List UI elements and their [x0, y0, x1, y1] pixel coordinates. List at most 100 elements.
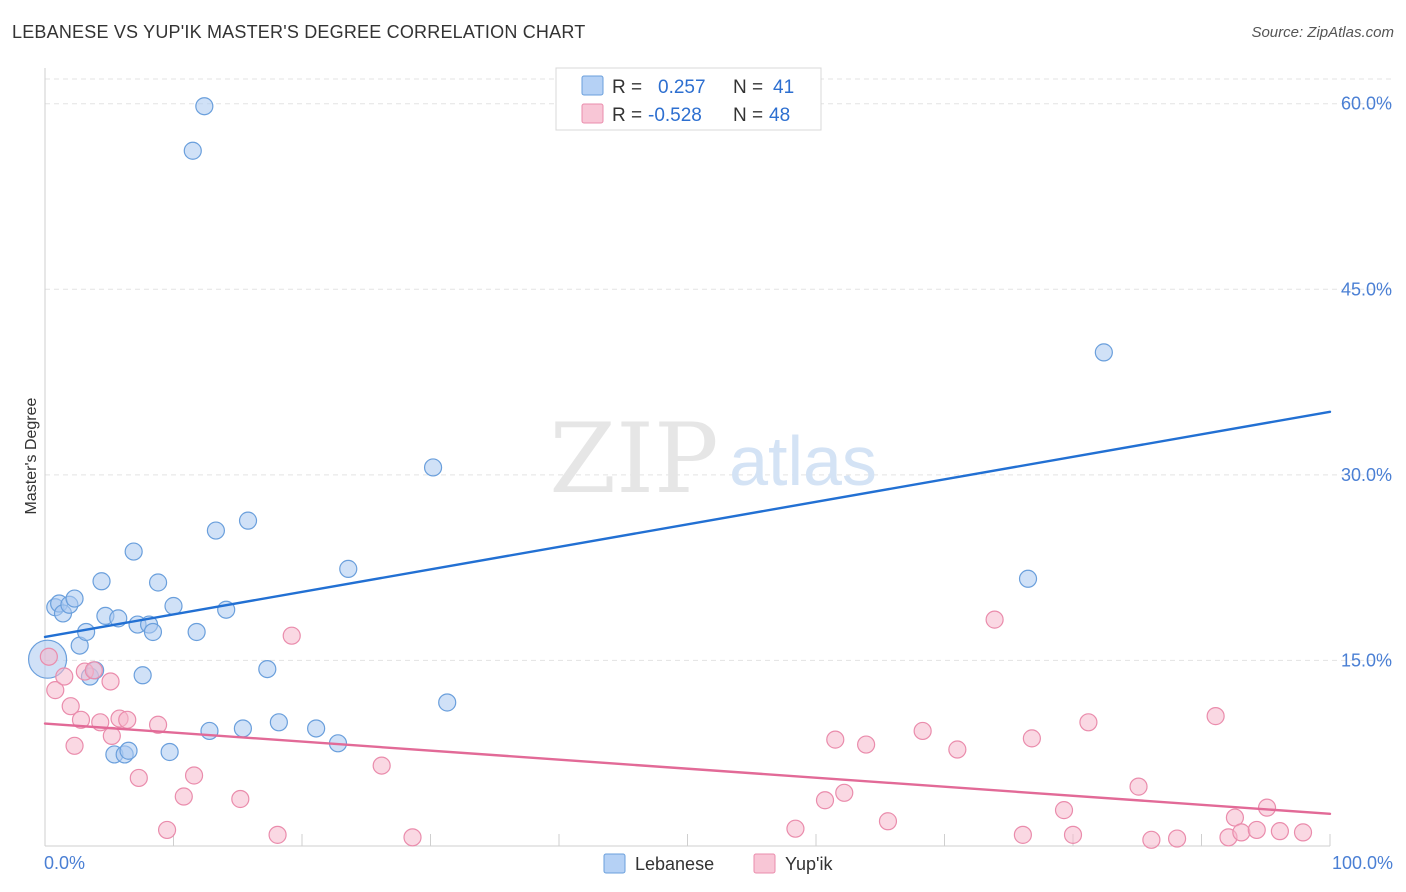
legend-lebanese-label[interactable]: Lebanese	[635, 854, 714, 874]
watermark-zip: ZIP	[549, 403, 718, 515]
yupik-point	[985, 610, 1004, 629]
lebanese-point	[187, 622, 206, 642]
yupik-point	[231, 789, 250, 809]
yupik-point	[403, 828, 422, 847]
yupik-point	[1167, 829, 1187, 848]
lebanese-r-label: R =	[612, 77, 642, 98]
grid-layer	[45, 78, 1392, 661]
yupik-point	[102, 726, 121, 745]
yupik-point	[857, 735, 876, 754]
y-tick-label: 15.0%	[1341, 650, 1392, 670]
lebanese-point	[143, 622, 163, 642]
series-legend: Lebanese Yup'ik	[603, 853, 833, 874]
y-tick-label: 45.0%	[1341, 279, 1392, 299]
yupik-point	[1206, 707, 1225, 726]
yupik-swatch	[581, 103, 604, 124]
lebanese-point	[160, 742, 179, 762]
lebanese-n-value: 41	[773, 77, 794, 98]
yupik-point	[1129, 777, 1148, 796]
lebanese-point	[269, 713, 288, 732]
lebanese-point	[164, 596, 183, 616]
lebanese-point	[119, 741, 138, 760]
yupik-point	[61, 697, 80, 716]
yupik-point	[826, 730, 845, 749]
yupik-point	[1247, 820, 1266, 840]
yupik-n-value: 48	[769, 105, 790, 126]
yupik-point	[1079, 713, 1098, 732]
lebanese-point	[233, 719, 252, 738]
lebanese-point	[124, 542, 143, 561]
yupik-point	[129, 768, 148, 788]
yupik-point	[71, 710, 91, 729]
lebanese-point	[438, 693, 457, 712]
yupik-point	[1257, 798, 1277, 817]
watermark: ZIP atlas	[549, 403, 877, 515]
yupik-r-label: R =	[612, 105, 642, 126]
yupik-point	[84, 661, 103, 680]
yupik-point	[1232, 823, 1251, 842]
yupik-point	[1013, 825, 1032, 844]
lebanese-point	[206, 521, 226, 540]
yupik-point	[118, 710, 137, 729]
yupik-point	[913, 721, 932, 741]
yupik-point	[1054, 801, 1074, 820]
y-tick-label: 30.0%	[1341, 465, 1392, 485]
yupik-point	[815, 791, 835, 810]
legend-lebanese-swatch[interactable]	[603, 853, 626, 874]
yupik-point	[184, 766, 204, 785]
trend-layer	[43, 410, 1332, 816]
y-tick-label: 60.0%	[1341, 94, 1392, 114]
legend-yupik-swatch[interactable]	[753, 853, 776, 874]
lebanese-point	[258, 659, 277, 679]
yupik-point	[282, 626, 301, 645]
yupik-point	[372, 756, 391, 775]
lebanese-point	[1094, 343, 1113, 362]
yupik-point	[65, 736, 84, 755]
lebanese-point	[195, 97, 214, 116]
lebanese-point	[133, 666, 152, 685]
stats-legend: R = 0.257 N = 41 R = -0.528 N = 48	[555, 67, 822, 131]
yupik-point	[55, 667, 74, 686]
lebanese-point	[307, 719, 326, 738]
y-axis-label: Master's Degree	[23, 397, 40, 514]
lebanese-point	[183, 141, 202, 160]
yupik-point	[1142, 830, 1161, 849]
yupik-trend-line	[43, 722, 1332, 816]
points-layer	[27, 97, 1313, 849]
lebanese-point	[339, 559, 358, 578]
lebanese-point	[1018, 569, 1038, 588]
chart-title: LEBANESE VS YUP'IK MASTER'S DEGREE CORRE…	[12, 22, 586, 42]
lebanese-point	[423, 458, 443, 477]
yupik-point	[1270, 822, 1289, 841]
yupik-point	[46, 681, 65, 700]
legend-yupik-label[interactable]: Yup'ik	[785, 854, 833, 874]
source-label: Source: ZipAtlas.com	[1251, 24, 1394, 41]
x-tick-label: 100.0%	[1332, 853, 1393, 873]
lebanese-trend-line	[43, 410, 1332, 639]
lebanese-point	[200, 721, 219, 741]
yupik-point	[148, 715, 168, 734]
yupik-point	[157, 820, 177, 840]
lebanese-swatch	[581, 75, 604, 96]
lebanese-point	[238, 511, 258, 530]
x-tick-label: 0.0%	[44, 853, 85, 873]
yupik-point	[174, 787, 193, 806]
yupik-n-label: N =	[733, 105, 763, 126]
yupik-point	[39, 647, 58, 666]
yupik-point	[1022, 729, 1041, 748]
yupik-point	[101, 672, 120, 691]
yupik-point	[835, 783, 854, 802]
yupik-point	[786, 819, 805, 838]
yupik-point	[1063, 825, 1083, 844]
yupik-point	[1293, 823, 1313, 842]
yupik-r-value: -0.528	[648, 105, 702, 126]
yupik-point	[878, 812, 898, 831]
yupik-point	[268, 825, 287, 844]
lebanese-n-label: N =	[733, 77, 763, 98]
yupik-point	[948, 740, 967, 759]
lebanese-r-value: 0.257	[658, 77, 706, 98]
lebanese-point	[65, 589, 84, 608]
lebanese-point	[92, 572, 111, 591]
axis-layer: 15.0% 30.0% 45.0% 60.0% 0.0% 100.0%	[44, 68, 1393, 873]
